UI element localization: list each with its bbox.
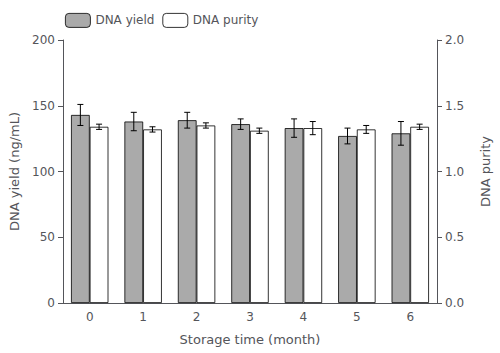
svg-text:1.0: 1.0	[445, 165, 464, 179]
svg-text:DNA yield (ng/mL): DNA yield (ng/mL)	[7, 112, 22, 231]
svg-text:50: 50	[40, 230, 55, 244]
svg-text:0: 0	[47, 296, 55, 310]
svg-text:4: 4	[300, 310, 308, 324]
svg-text:150: 150	[32, 99, 55, 113]
svg-text:1.5: 1.5	[445, 99, 464, 113]
svg-text:DNA purity: DNA purity	[478, 136, 493, 207]
svg-text:5: 5	[353, 310, 361, 324]
svg-text:DNA yield: DNA yield	[95, 13, 154, 27]
svg-text:DNA purity: DNA purity	[193, 13, 259, 27]
svg-text:200: 200	[32, 33, 55, 47]
svg-text:2.0: 2.0	[445, 33, 464, 47]
svg-text:0.0: 0.0	[445, 296, 464, 310]
svg-text:Storage time (month): Storage time (month)	[180, 332, 321, 347]
svg-text:2: 2	[193, 310, 201, 324]
svg-text:1: 1	[139, 310, 147, 324]
svg-text:0: 0	[86, 310, 94, 324]
svg-text:0.5: 0.5	[445, 230, 464, 244]
svg-text:6: 6	[406, 310, 414, 324]
svg-text:100: 100	[32, 165, 55, 179]
svg-text:3: 3	[246, 310, 254, 324]
